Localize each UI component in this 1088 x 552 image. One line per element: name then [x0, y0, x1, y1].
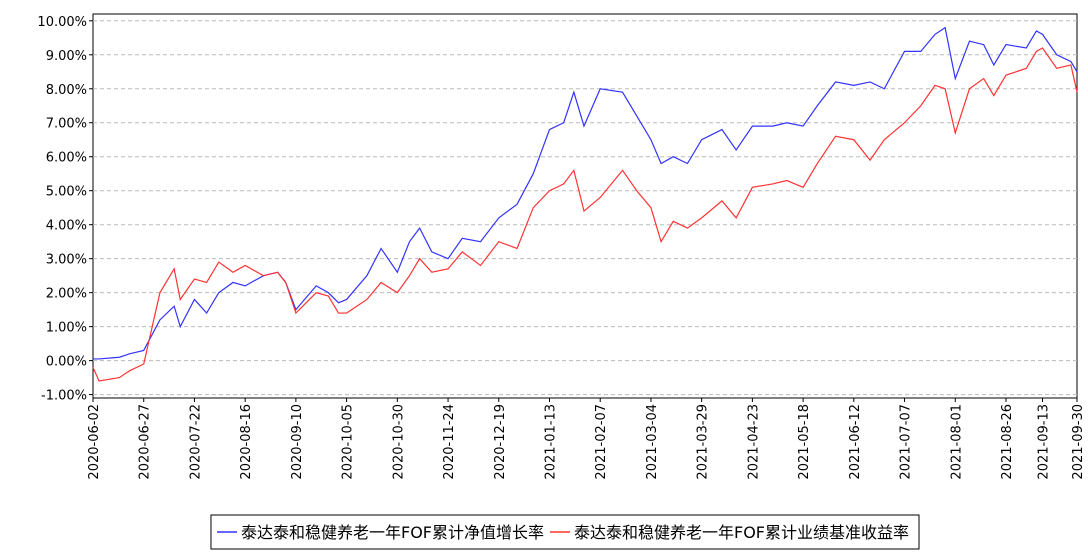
x-tick-label: 2021-07-07 — [899, 404, 914, 480]
x-tick-label: 2020-12-19 — [493, 404, 508, 480]
y-tick-label: -1.00% — [41, 389, 87, 404]
x-tick-label: 2020-07-22 — [188, 404, 203, 480]
y-tick-label: 3.00% — [46, 253, 87, 268]
x-tick-label: 2021-03-29 — [696, 404, 711, 480]
y-tick-label: 5.00% — [46, 185, 87, 200]
x-tick-label: 2020-09-10 — [290, 404, 305, 480]
y-tick-label: 8.00% — [46, 83, 87, 98]
y-tick-label: 7.00% — [46, 117, 87, 132]
y-tick-label: 9.00% — [46, 49, 87, 64]
x-tick-label: 2021-01-13 — [543, 404, 558, 480]
x-tick-label: 2021-02-07 — [594, 404, 609, 480]
x-tick-label: 2020-11-24 — [442, 404, 457, 480]
y-tick-label: 0.00% — [46, 355, 87, 370]
x-tick-label: 2021-08-01 — [949, 404, 964, 480]
x-tick-label: 2021-09-30 — [1071, 404, 1086, 480]
y-tick-label: 4.00% — [46, 219, 87, 234]
x-tick-label: 2021-05-18 — [797, 404, 812, 480]
x-tick-label: 2021-06-12 — [848, 404, 863, 480]
x-tick-label: 2021-08-26 — [1000, 404, 1015, 480]
x-tick-label: 2021-09-13 — [1037, 404, 1052, 480]
x-tick-label: 2020-06-02 — [87, 404, 102, 480]
legend-label: 泰达泰和稳健养老一年FOF累计业绩基准收益率 — [574, 523, 909, 542]
x-tick-label: 2020-06-27 — [138, 404, 153, 480]
legend-label: 泰达泰和稳健养老一年FOF累计净值增长率 — [241, 523, 544, 542]
x-tick-label: 2021-04-23 — [746, 404, 761, 480]
y-tick-label: 10.00% — [37, 15, 87, 30]
plot-frame — [92, 13, 1078, 399]
y-tick-label: 2.00% — [46, 287, 87, 302]
y-tick-label: 6.00% — [46, 151, 87, 166]
y-tick-label: 1.00% — [46, 321, 87, 336]
x-tick-label: 2021-03-04 — [645, 404, 660, 480]
series-line — [93, 26, 1078, 360]
x-tick-label: 2020-10-05 — [341, 404, 356, 480]
x-tick-label: 2020-10-30 — [391, 404, 406, 480]
series-line — [92, 47, 1078, 382]
x-tick-label: 2020-08-16 — [239, 404, 254, 480]
